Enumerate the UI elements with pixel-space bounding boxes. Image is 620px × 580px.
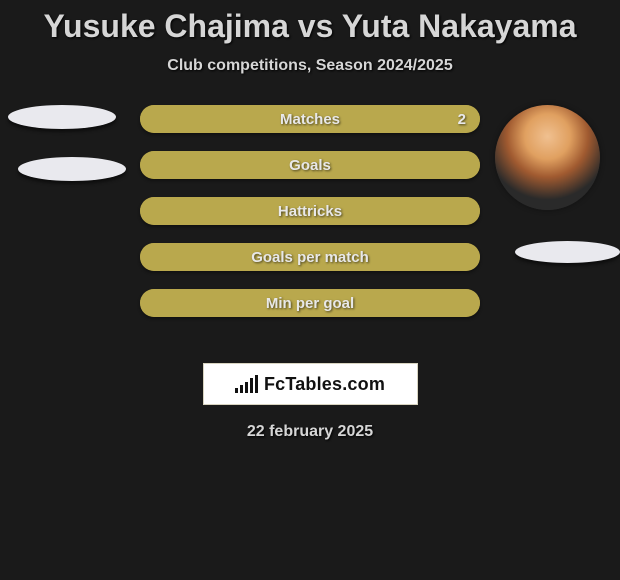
player-left-name-plate-1 <box>8 105 116 129</box>
avatar-image-placeholder <box>495 105 600 210</box>
source-logo: FcTables.com <box>203 363 418 405</box>
stat-bar-label: Min per goal <box>266 295 354 312</box>
snapshot-date: 22 february 2025 <box>0 423 620 441</box>
logo-text: FcTables.com <box>264 374 385 395</box>
stat-bar-label: Hattricks <box>278 203 342 220</box>
stat-bar-value-right: 2 <box>458 105 466 133</box>
page-title: Yusuke Chajima vs Yuta Nakayama <box>0 0 620 45</box>
stat-bar-label: Goals per match <box>251 249 369 266</box>
player-left-name-plate-2 <box>18 157 126 181</box>
stat-bars: Matches 2 Goals Hattricks Goals per match Min… <box>140 105 480 335</box>
stat-bar-label: Goals <box>289 157 331 174</box>
player-right-avatar <box>495 105 600 210</box>
stat-bar: Goals per match <box>140 243 480 271</box>
logo-bars-icon <box>235 375 258 393</box>
subtitle: Club competitions, Season 2024/2025 <box>0 57 620 75</box>
stat-bar: Hattricks <box>140 197 480 225</box>
stat-bar: Matches 2 <box>140 105 480 133</box>
stat-bar: Goals <box>140 151 480 179</box>
stat-bar: Min per goal <box>140 289 480 317</box>
player-right-name-plate <box>515 241 620 263</box>
comparison-panel: Matches 2 Goals Hattricks Goals per match Min… <box>0 105 620 355</box>
stat-bar-label: Matches <box>280 111 340 128</box>
